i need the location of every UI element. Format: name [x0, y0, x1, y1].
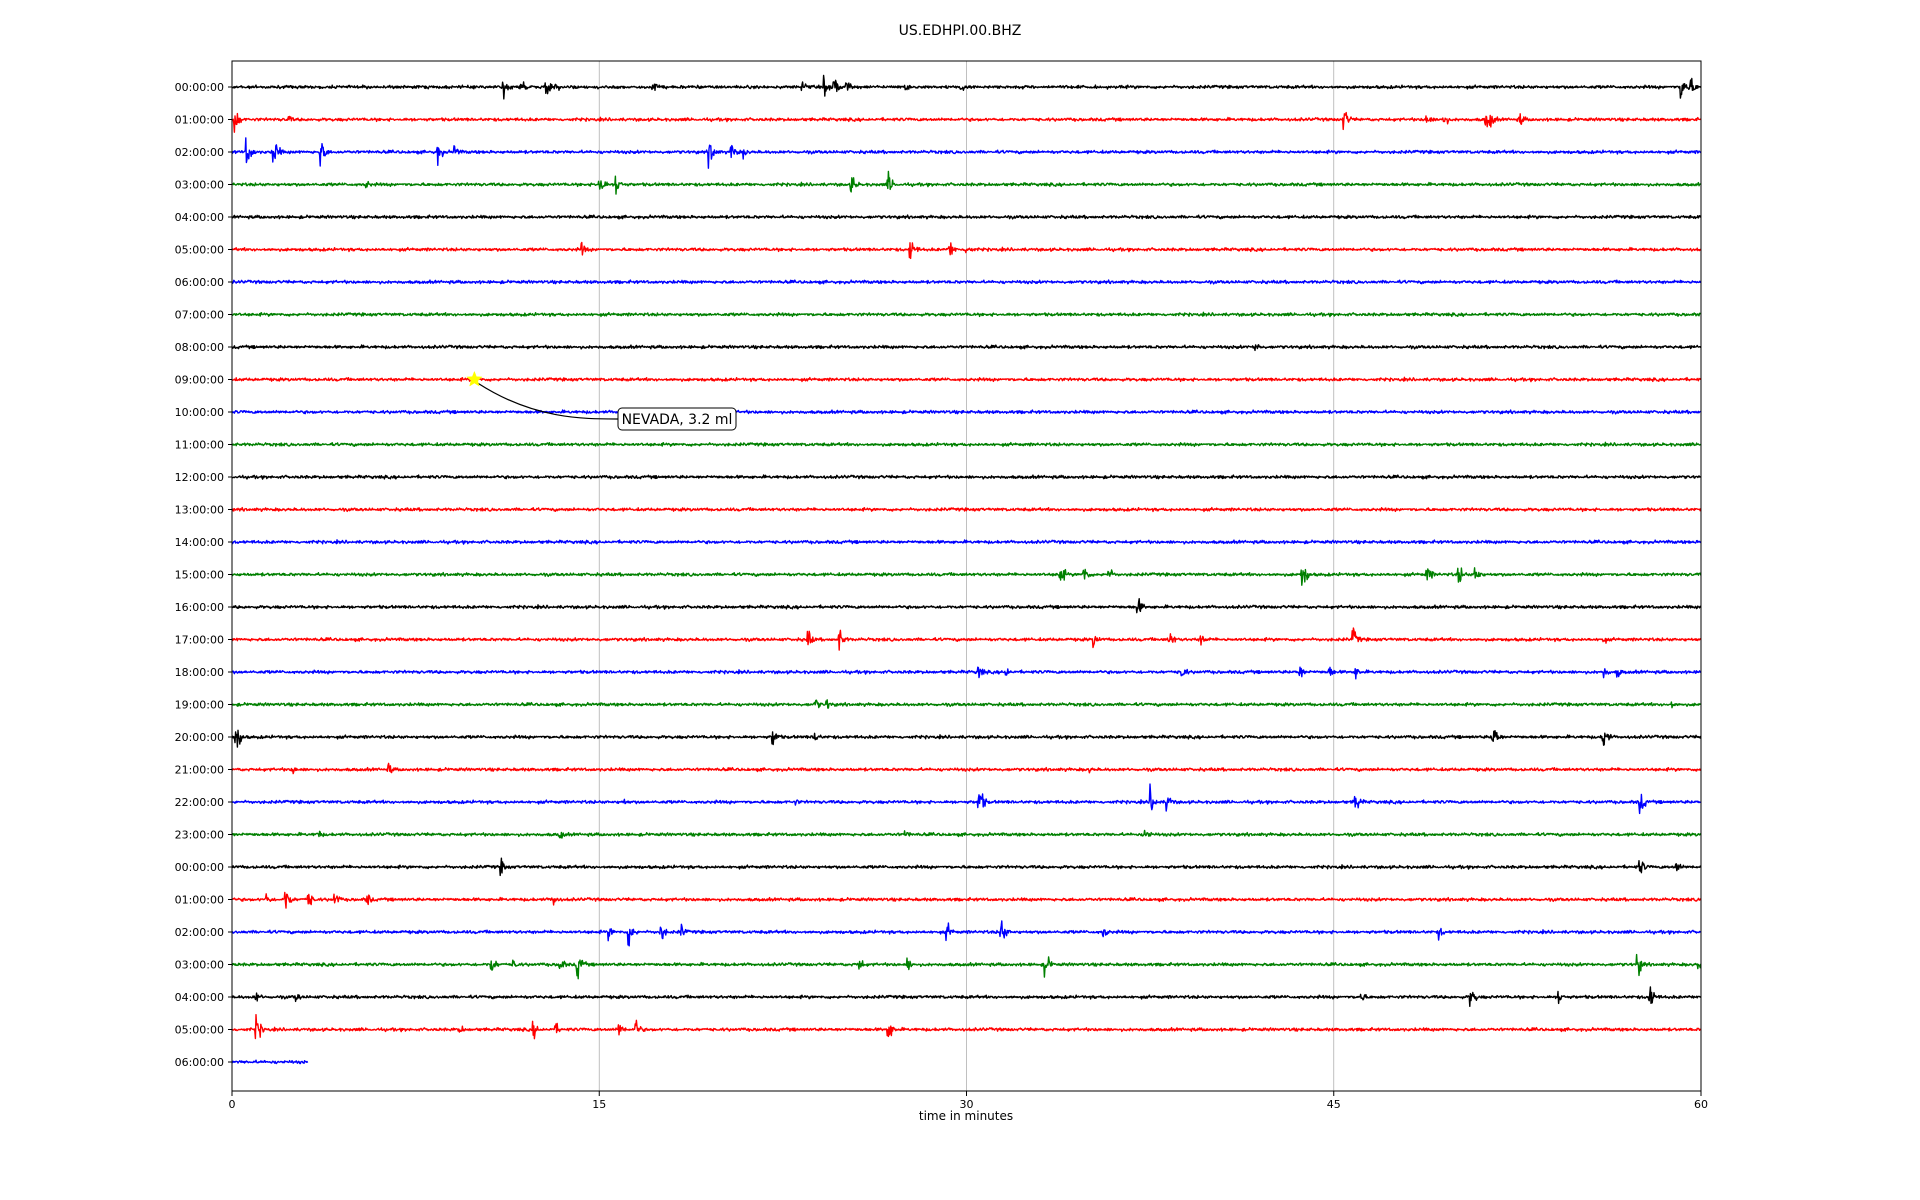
trace-line: [231, 598, 1702, 614]
y-tick-label: 11:00:00: [175, 439, 224, 452]
event-annotation: NEVADA, 3.2 ml: [466, 370, 737, 431]
annotation-text: NEVADA, 3.2 ml: [622, 412, 733, 428]
x-axis-label: time in minutes: [919, 1109, 1013, 1123]
y-tick-label: 19:00:00: [175, 699, 224, 712]
y-tick-label: 02:00:00: [175, 926, 224, 939]
trace-line: [231, 409, 1701, 415]
trace-line: [231, 857, 1702, 877]
trace-line: [231, 474, 1702, 480]
y-tick-label: 17:00:00: [175, 634, 224, 647]
y-tick-label: 18:00:00: [175, 666, 224, 679]
y-tick-label: 12:00:00: [175, 471, 224, 484]
trace-line: [231, 627, 1702, 651]
y-tick-label: 05:00:00: [175, 244, 224, 257]
y-tick-label: 06:00:00: [175, 1056, 224, 1069]
trace-line: [231, 699, 1702, 709]
chart-title: US.EDHPI.00.BHZ: [899, 23, 1022, 39]
trace-line: [231, 920, 1702, 947]
y-tick-label: 00:00:00: [175, 861, 224, 874]
trace-line: [231, 891, 1702, 909]
x-tick-label: 30: [960, 1098, 974, 1111]
trace-line: [231, 137, 1702, 169]
y-tick-label: 09:00:00: [175, 374, 224, 387]
y-tick-label: 10:00:00: [175, 406, 224, 419]
grid-lines: [598, 61, 1335, 1091]
traces: [231, 74, 1702, 1065]
y-tick-label: 05:00:00: [175, 1024, 224, 1037]
trace-line: [231, 111, 1702, 133]
y-tick-label: 13:00:00: [175, 504, 224, 517]
annotation-arrow: [478, 382, 619, 420]
trace-line: [231, 214, 1702, 220]
trace-line: [231, 74, 1702, 100]
y-tick-label: 06:00:00: [175, 276, 224, 289]
trace-line: [231, 311, 1702, 318]
y-tick-label: 03:00:00: [175, 959, 224, 972]
trace-line: [231, 241, 1701, 260]
trace-line: [231, 1014, 1702, 1040]
trace-line: [231, 567, 1702, 586]
y-tick-label: 14:00:00: [175, 536, 224, 549]
y-tick-label: 02:00:00: [175, 146, 224, 159]
y-tick-label: 20:00:00: [175, 731, 224, 744]
y-tick-label: 03:00:00: [175, 179, 224, 192]
trace-line: [231, 829, 1702, 839]
trace-line: [231, 953, 1702, 980]
trace-line: [231, 666, 1702, 680]
y-tick-label: 01:00:00: [175, 894, 224, 907]
trace-line: [231, 986, 1702, 1007]
y-tick-label: 00:00:00: [175, 81, 224, 94]
y-tick-label: 04:00:00: [175, 991, 224, 1004]
trace-line: [231, 170, 1701, 195]
x-tick-labels: 0 15 30 45 60: [229, 1091, 1708, 1111]
y-tick-label: 08:00:00: [175, 341, 224, 354]
trace-line: [231, 762, 1702, 775]
trace-line: [231, 344, 1702, 352]
annotation-box: [617, 407, 737, 431]
x-tick-label: 45: [1327, 1098, 1341, 1111]
y-tick-label: 22:00:00: [175, 796, 224, 809]
y-tick-labels: 00:00:00 01:00:00 02:00:00 03:00:00 04:00:00…: [175, 81, 232, 1069]
x-tick-label: 15: [592, 1098, 606, 1111]
trace-line: [231, 441, 1702, 448]
y-tick-label: 01:00:00: [175, 114, 224, 127]
trace-line: [231, 539, 1702, 545]
trace-line: [231, 279, 1702, 285]
y-tick-label: 21:00:00: [175, 764, 224, 777]
trace-line: [231, 1059, 309, 1065]
trace-line: [231, 783, 1701, 815]
x-tick-label: 60: [1694, 1098, 1708, 1111]
y-tick-label: 15:00:00: [175, 569, 224, 582]
y-tick-label: 16:00:00: [175, 601, 224, 614]
y-tick-label: 23:00:00: [175, 829, 224, 842]
y-tick-label: 07:00:00: [175, 309, 224, 322]
event-star-marker: [466, 370, 483, 387]
y-tick-label: 04:00:00: [175, 211, 224, 224]
trace-line: [231, 506, 1702, 513]
trace-line: [231, 729, 1702, 748]
x-tick-label: 0: [229, 1098, 236, 1111]
